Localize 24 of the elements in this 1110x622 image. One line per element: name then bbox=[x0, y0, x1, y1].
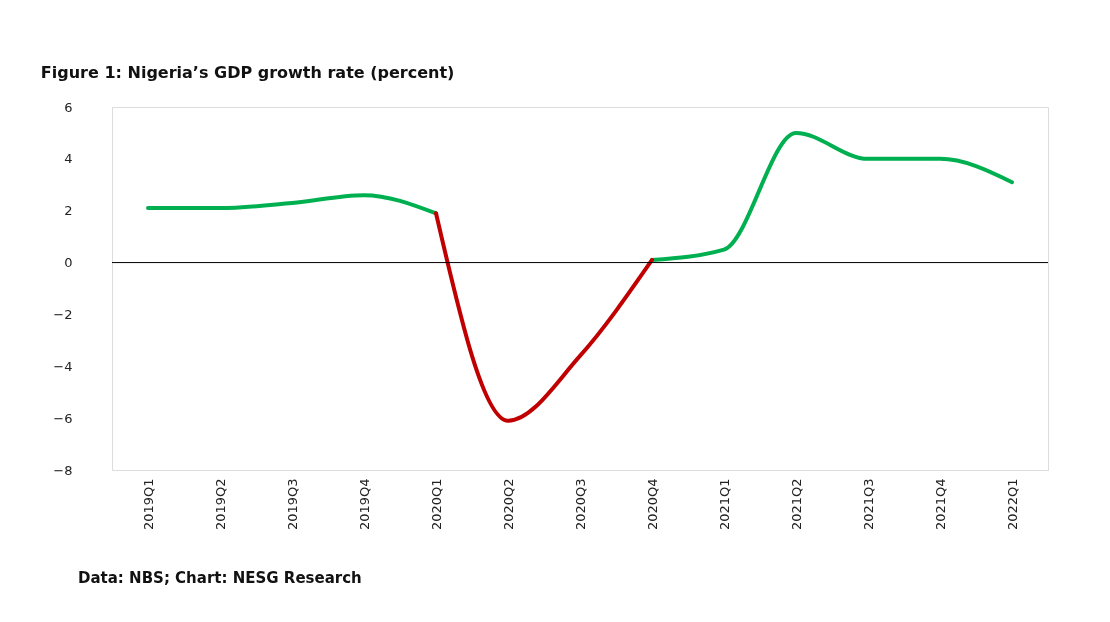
y-tick-label: −8 bbox=[53, 462, 73, 478]
y-tick-label: −2 bbox=[53, 306, 73, 322]
x-tick-label: 2019Q2 bbox=[212, 478, 228, 531]
x-tick-label: 2020Q2 bbox=[500, 478, 516, 531]
x-tick-label: 2020Q1 bbox=[428, 478, 444, 531]
x-tick-label: 2020Q4 bbox=[644, 478, 660, 531]
chart-title: Figure 1: Nigeria’s GDP growth rate (percent) bbox=[40, 63, 455, 82]
x-tick-label: 2022Q1 bbox=[1004, 478, 1020, 531]
x-tick-label: 2019Q4 bbox=[356, 478, 372, 531]
y-tick-label: 0 bbox=[64, 255, 73, 271]
line-series bbox=[434, 211, 654, 423]
x-tick-label: 2020Q3 bbox=[572, 478, 588, 531]
text: Data: NBS; Chart: NESG Research bbox=[78, 569, 362, 587]
y-tick-label: −4 bbox=[53, 358, 73, 374]
x-tick-label: 2019Q3 bbox=[284, 478, 300, 531]
x-tick-label: 2021Q3 bbox=[860, 478, 876, 531]
y-tick-label: −6 bbox=[53, 410, 73, 426]
y-tick-label: 6 bbox=[64, 99, 73, 115]
y-tick-label: 2 bbox=[64, 203, 73, 219]
x-tick-label: 2021Q4 bbox=[932, 478, 948, 531]
x-tick-label: 2021Q2 bbox=[788, 478, 804, 531]
x-tick-label: 2021Q1 bbox=[716, 478, 732, 531]
y-tick-label: 4 bbox=[64, 151, 73, 167]
x-tick-label: 2019Q1 bbox=[140, 478, 156, 531]
